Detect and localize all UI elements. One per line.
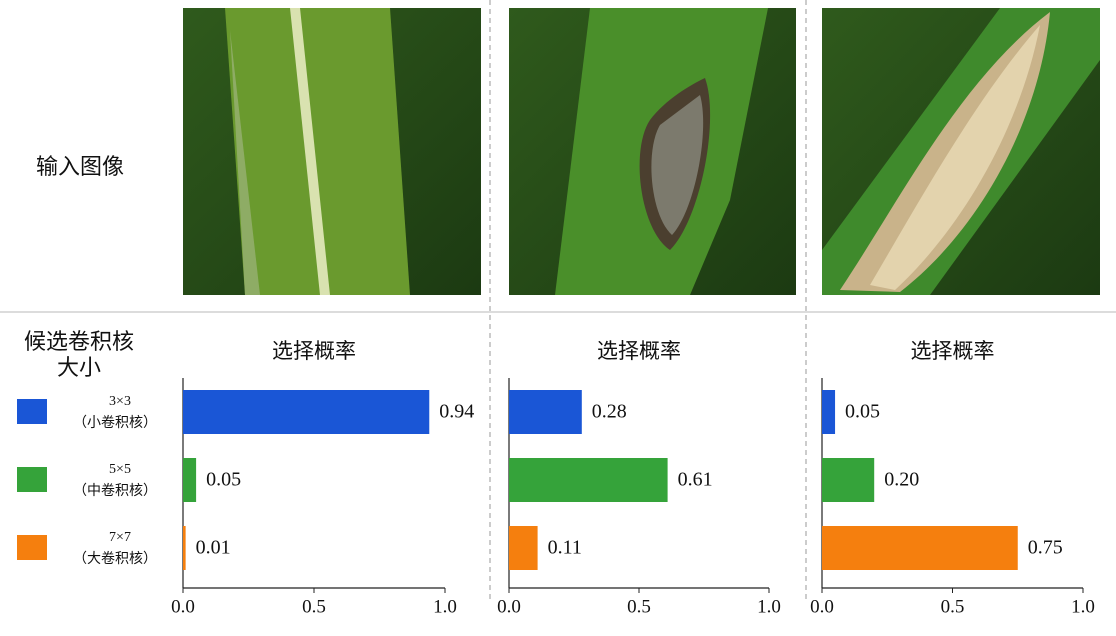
x-tick-label: 0.5: [941, 596, 965, 617]
photo: [509, 8, 796, 295]
legend-label: 5×5: [109, 462, 131, 477]
bar: [183, 390, 430, 434]
legend-note: （中卷积核）: [73, 483, 157, 499]
x-tick-label: 0.5: [302, 596, 326, 617]
bar: [822, 458, 875, 502]
value-label: 0.94: [439, 401, 474, 423]
chart-title: 选择概率: [272, 339, 356, 363]
legend-note: （大卷积核）: [73, 551, 157, 567]
legend-title: 候选卷积核大小: [23, 330, 134, 381]
legend-swatch: [17, 535, 47, 560]
x-tick-label: 0.0: [497, 596, 521, 617]
value-label: 0.20: [884, 469, 919, 491]
x-tick-label: 0.0: [171, 596, 195, 617]
x-tick-label: 1.0: [757, 596, 781, 617]
value-label: 0.28: [592, 401, 627, 423]
value-label: 0.05: [845, 401, 880, 423]
bar: [183, 458, 197, 502]
chart-title: 选择概率: [911, 339, 995, 363]
legend-swatch: [17, 467, 47, 492]
value-label: 0.05: [206, 469, 241, 491]
bar: [509, 458, 668, 502]
value-label: 0.75: [1028, 537, 1063, 559]
x-tick-label: 0.0: [810, 596, 834, 617]
bar: [822, 390, 836, 434]
bar: [183, 526, 186, 570]
value-label: 0.01: [196, 537, 231, 559]
x-tick-label: 1.0: [433, 596, 457, 617]
bar: [509, 390, 582, 434]
bar: [509, 526, 538, 570]
row-label: 输入图像: [36, 155, 124, 180]
legend-swatch: [17, 399, 47, 424]
bar: [822, 526, 1018, 570]
legend-label: 7×7: [109, 530, 131, 545]
legend-label: 3×3: [109, 394, 131, 409]
x-tick-label: 0.5: [627, 596, 651, 617]
chart-title: 选择概率: [597, 339, 681, 363]
legend-note: （小卷积核）: [73, 415, 157, 431]
photo: [822, 8, 1100, 295]
photo: [183, 8, 481, 295]
x-tick-label: 1.0: [1071, 596, 1095, 617]
value-label: 0.11: [548, 537, 582, 559]
value-label: 0.61: [678, 469, 713, 491]
